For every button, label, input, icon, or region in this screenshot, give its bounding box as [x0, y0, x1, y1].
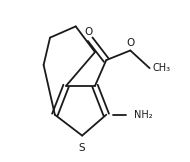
Text: O: O [84, 27, 93, 37]
Text: CH₃: CH₃ [152, 63, 170, 73]
Text: O: O [126, 38, 135, 48]
Text: S: S [79, 143, 86, 153]
Text: NH₂: NH₂ [134, 110, 153, 120]
